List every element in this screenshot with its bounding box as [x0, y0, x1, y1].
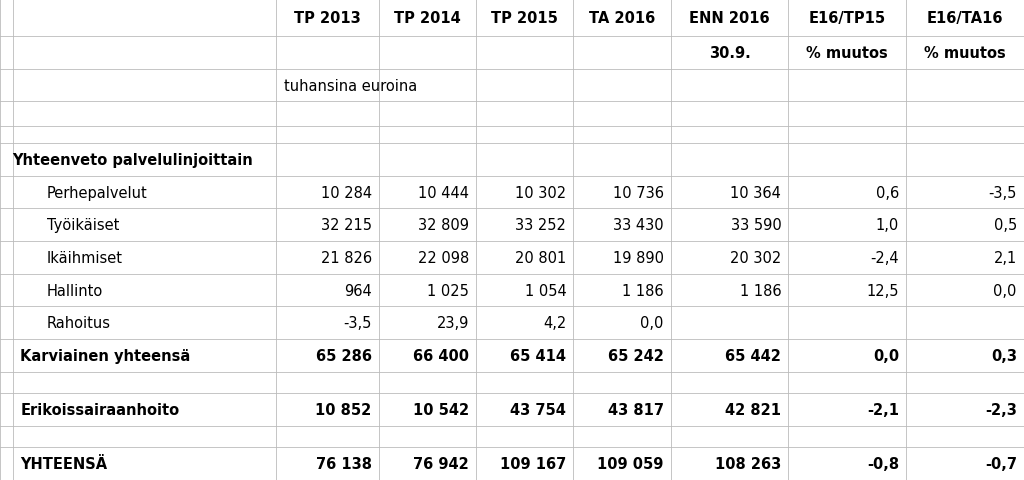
Text: -0,7: -0,7: [985, 456, 1017, 471]
Text: 43 754: 43 754: [510, 402, 566, 417]
Text: Karviainen yhteensä: Karviainen yhteensä: [20, 348, 190, 363]
Text: TP 2015: TP 2015: [492, 11, 558, 26]
Text: 65 242: 65 242: [607, 348, 664, 363]
Text: 33 252: 33 252: [515, 218, 566, 233]
Text: Erikoissairaanhoito: Erikoissairaanhoito: [20, 402, 179, 417]
Text: -2,3: -2,3: [985, 402, 1017, 417]
Text: 108 263: 108 263: [715, 456, 781, 471]
Text: 76 138: 76 138: [315, 456, 372, 471]
Text: 0,0: 0,0: [872, 348, 899, 363]
Text: ENN 2016: ENN 2016: [689, 11, 770, 26]
Text: tuhansina euroina: tuhansina euroina: [284, 78, 417, 94]
Text: 1 054: 1 054: [524, 283, 566, 298]
Text: 109 059: 109 059: [597, 456, 664, 471]
Text: 32 215: 32 215: [321, 218, 372, 233]
Text: Ikäihmiset: Ikäihmiset: [47, 251, 123, 265]
Text: -2,4: -2,4: [870, 251, 899, 265]
Text: Yhteenveto palvelulinjoittain: Yhteenveto palvelulinjoittain: [12, 153, 253, 168]
Text: 21 826: 21 826: [321, 251, 372, 265]
Text: % muutos: % muutos: [925, 46, 1006, 61]
Text: TP 2013: TP 2013: [294, 11, 361, 26]
Text: 0,3: 0,3: [991, 348, 1017, 363]
Text: 0,5: 0,5: [993, 218, 1017, 233]
Text: Hallinto: Hallinto: [47, 283, 103, 298]
Text: 20 801: 20 801: [515, 251, 566, 265]
Text: 20 302: 20 302: [730, 251, 781, 265]
Text: 10 444: 10 444: [418, 185, 469, 200]
Text: Työikäiset: Työikäiset: [47, 218, 120, 233]
Text: TP 2014: TP 2014: [394, 11, 461, 26]
Text: 0,0: 0,0: [640, 315, 664, 331]
Text: Perhepalvelut: Perhepalvelut: [47, 185, 147, 200]
Text: 43 817: 43 817: [607, 402, 664, 417]
Text: YHTEENSÄ: YHTEENSÄ: [20, 456, 108, 471]
Text: 10 852: 10 852: [315, 402, 372, 417]
Text: 12,5: 12,5: [866, 283, 899, 298]
Text: E16/TA16: E16/TA16: [927, 11, 1004, 26]
Text: 33 430: 33 430: [613, 218, 664, 233]
Text: 0,0: 0,0: [993, 283, 1017, 298]
Text: 76 942: 76 942: [414, 456, 469, 471]
Text: 1 025: 1 025: [427, 283, 469, 298]
Text: % muutos: % muutos: [807, 46, 888, 61]
Text: 65 286: 65 286: [315, 348, 372, 363]
Text: 10 364: 10 364: [730, 185, 781, 200]
Text: 964: 964: [344, 283, 372, 298]
Text: 4,2: 4,2: [543, 315, 566, 331]
Text: 10 542: 10 542: [413, 402, 469, 417]
Text: 33 590: 33 590: [730, 218, 781, 233]
Text: 1 186: 1 186: [739, 283, 781, 298]
Text: 65 414: 65 414: [510, 348, 566, 363]
Text: -0,8: -0,8: [867, 456, 899, 471]
Text: 32 809: 32 809: [418, 218, 469, 233]
Text: 2,1: 2,1: [993, 251, 1017, 265]
Text: -2,1: -2,1: [867, 402, 899, 417]
Text: 66 400: 66 400: [413, 348, 469, 363]
Text: -3,5: -3,5: [988, 185, 1017, 200]
Text: 10 736: 10 736: [612, 185, 664, 200]
Text: 109 167: 109 167: [500, 456, 566, 471]
Text: 10 302: 10 302: [515, 185, 566, 200]
Text: 1,0: 1,0: [876, 218, 899, 233]
Text: TA 2016: TA 2016: [589, 11, 655, 26]
Text: 19 890: 19 890: [612, 251, 664, 265]
Text: 42 821: 42 821: [725, 402, 781, 417]
Text: 23,9: 23,9: [436, 315, 469, 331]
Text: 22 098: 22 098: [418, 251, 469, 265]
Text: E16/TP15: E16/TP15: [809, 11, 886, 26]
Text: 65 442: 65 442: [725, 348, 781, 363]
Text: 10 284: 10 284: [321, 185, 372, 200]
Text: Rahoitus: Rahoitus: [47, 315, 111, 331]
Text: 1 186: 1 186: [622, 283, 664, 298]
Text: -3,5: -3,5: [343, 315, 372, 331]
Text: 0,6: 0,6: [876, 185, 899, 200]
Text: 30.9.: 30.9.: [709, 46, 751, 61]
